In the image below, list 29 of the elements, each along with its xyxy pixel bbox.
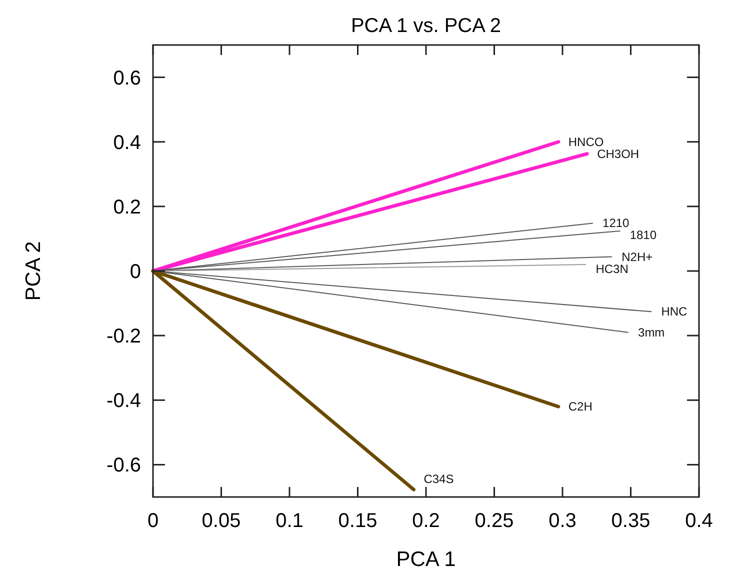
y-tick-label: 0.2 [113, 196, 141, 218]
x-tick-label: 0.3 [548, 510, 576, 532]
y-tick-label: -0.2 [106, 326, 141, 348]
x-axis-title: PCA 1 [396, 548, 456, 571]
series-label: C34S [424, 472, 454, 486]
y-tick-label: 0 [130, 261, 141, 283]
series-label: 1210 [602, 216, 630, 230]
series-label: C2H [568, 400, 592, 414]
series-label: 3mm [638, 325, 665, 340]
x-tick-label: 0.1 [276, 510, 304, 532]
y-tick-label: -0.6 [106, 454, 141, 477]
x-tick-label: 0.05 [202, 510, 241, 532]
series-label: HNCO [568, 134, 604, 149]
x-tick-label: 0.15 [338, 510, 378, 532]
x-tick-label: 0.25 [474, 510, 514, 532]
x-tick-label: 0.2 [412, 510, 440, 532]
series-label: HNC [661, 304, 688, 319]
x-tick-label: 0 [147, 510, 159, 532]
y-axis-title: PCA 2 [22, 241, 45, 301]
series-label: CH3OH [597, 146, 640, 161]
series-label: HC3N [596, 262, 628, 276]
y-tick-label: -0.4 [106, 390, 141, 412]
chart-title: PCA 1 vs. PCA 2 [350, 15, 502, 37]
series-label: 1810 [630, 228, 657, 242]
y-tick-label: 0.6 [113, 67, 141, 90]
x-tick-label: 0.4 [685, 510, 713, 532]
x-tick-label: 0.35 [611, 510, 650, 532]
y-tick-label: 0.4 [113, 132, 141, 154]
series-label: N2H+ [622, 250, 653, 264]
